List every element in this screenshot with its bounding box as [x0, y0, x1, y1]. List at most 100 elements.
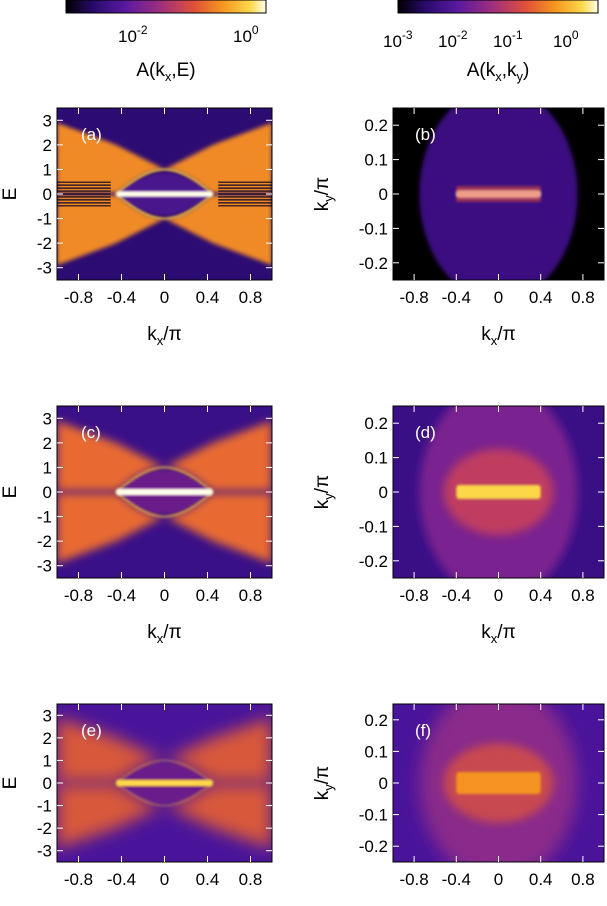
colorbar-left-label: A(kx,E)	[136, 60, 195, 84]
panel-a-xtick-label: 0.8	[239, 288, 263, 307]
panel-f-letter: (f)	[415, 721, 431, 740]
panel-b-ylabel-sub: y	[321, 195, 336, 202]
panel-f-ytick-label: -0.1	[359, 806, 388, 825]
panel-c-ytick-label: 1	[43, 458, 52, 477]
panel-c-xtick-label: 0	[160, 586, 169, 605]
panel-a: -0.8 -0.4 0 0.4 0.8 3 2 1 0 -1 -2 -3 (a) kx/π E	[0, 107, 273, 348]
panel-c-xtick-label: -0.8	[64, 586, 93, 605]
panel-c-xlabel-rest: /π	[163, 622, 181, 643]
panel-b-ytick-label: 0.1	[364, 151, 388, 170]
panel-c-lower-band	[57, 493, 272, 564]
panel-a-ytick-label: -1	[37, 210, 52, 229]
panel-e-ytick-label: 0	[43, 774, 52, 793]
colorbar-right-tick-3-mant: 10	[553, 32, 572, 51]
panel-d-ytick-label: 0.1	[364, 449, 388, 468]
colorbar-left-label-main: A(k	[136, 60, 165, 81]
panel-c-ylabel: E	[0, 486, 21, 499]
panel-f-xtick-label: 0	[494, 870, 503, 889]
panel-e-ytick-label: 1	[43, 751, 52, 770]
panel-f-xtick-label: 0.8	[571, 870, 595, 889]
colorbar-right-tick-2-exp: -1	[512, 28, 523, 42]
panel-d-xtick-label: 0.8	[571, 586, 595, 605]
panel-e-xtick-label: -0.4	[107, 870, 136, 889]
panel-e-upper-band	[57, 717, 272, 782]
colorbar-left-tick-0-mant: 10	[118, 27, 137, 46]
panel-f-ytick-label: 0	[379, 774, 388, 793]
panel-b-xlabel-rest: /π	[497, 324, 515, 345]
colorbar-left-tick-1-mant: 10	[233, 27, 252, 46]
panel-f-ytick-label: -0.2	[359, 837, 388, 856]
panel-d-xlabel: kx/π	[481, 622, 515, 646]
panel-d-ytick-label: -0.2	[359, 552, 388, 571]
panel-b-fermi-arc-halo	[456, 186, 541, 202]
colorbar-left-tick-0-exp: -2	[137, 23, 148, 37]
panel-d-fermi-arc	[456, 485, 541, 499]
colorbar-right-tick-1-exp: -2	[457, 28, 468, 42]
colorbar-right-tick-0-mant: 10	[383, 32, 402, 51]
panel-a-letter: (a)	[81, 125, 102, 144]
colorbar-right-label-sub2: y	[516, 69, 523, 84]
panel-c-flat-band	[116, 488, 213, 496]
panel-a-ytick-label: 0	[43, 185, 52, 204]
colorbar-right-label-end: )	[523, 60, 529, 81]
panel-f: -0.8 -0.4 0 0.4 0.8 0.2 0.1 0 -0.1 -0.2 (f) ky/π	[312, 703, 605, 889]
panel-a-band-edge-top	[115, 168, 214, 195]
panel-c-xlabel-sub: x	[157, 631, 164, 646]
panel-b-xlabel-k: k	[481, 324, 491, 345]
colorbar-right-label: A(kx,ky)	[467, 60, 530, 84]
panel-e-band-edge-bottom	[115, 782, 214, 807]
panel-f-ylabel: ky/π	[312, 766, 336, 800]
panel-e-xtick-label: 0	[160, 870, 169, 889]
panel-a-lower-band	[57, 195, 272, 266]
colorbar-right-tick-3: 100	[553, 28, 579, 51]
panel-a-xlabel: kx/π	[147, 324, 181, 348]
colorbar-left-gradient	[65, 0, 267, 14]
panel-b-xtick-label: -0.4	[442, 288, 471, 307]
panel-a-ytick-label: 2	[43, 136, 52, 155]
panel-b-ytick-label: 0	[379, 185, 388, 204]
panel-c-ytick-label: -2	[37, 532, 52, 551]
panel-e-band-edge-top	[115, 759, 214, 784]
panel-b-ylabel-k: k	[312, 201, 333, 211]
svg-text:10-2: 10-2	[118, 23, 148, 46]
panel-d-ytick-label: 0	[379, 483, 388, 502]
panel-c-ytick-label: 0	[43, 483, 52, 502]
panel-f-heatmap	[393, 704, 604, 862]
colorbar-right-tick-3-exp: 0	[572, 28, 579, 42]
colorbar-right-tick-2: 10-1	[493, 28, 523, 51]
panel-d-xtick-label: -0.8	[399, 586, 428, 605]
panel-c: -0.8 -0.4 0 0.4 0.8 3 2 1 0 -1 -2 -3 (c) kx/π E	[0, 405, 273, 646]
panel-c-xlabel-k: k	[147, 622, 157, 643]
panel-a-heatmap	[57, 108, 272, 280]
panel-c-ytick-label: -1	[37, 508, 52, 527]
panel-e-xtick-label: 0.4	[196, 870, 220, 889]
panel-b: -0.8 -0.4 0 0.4 0.80.20.10-0.1-0.2(b)kx/πky/…	[312, 107, 605, 348]
panel-e-ytick-label: 2	[43, 729, 52, 748]
colorbar-left-label-end: ,E)	[171, 60, 195, 81]
panel-c-xtick-label: 0.8	[239, 586, 263, 605]
panel-c-ytick-label: -3	[37, 557, 52, 576]
colorbar-left-tick-1-exp: 0	[252, 23, 259, 37]
panel-d-ylabel-rest: /π	[312, 475, 333, 493]
panel-e-xtick-label: 0.8	[239, 870, 263, 889]
panel-d-letter: (d)	[415, 423, 436, 442]
panel-d-ytick-label: 0.2	[364, 414, 388, 433]
colorbar-right: 10-3 10-2 10-1 100 A(kx,ky)	[383, 0, 599, 84]
panel-a-upper-band	[57, 122, 272, 193]
colorbar-right-label-sub: x	[495, 69, 502, 84]
panel-a-xtick-label: -0.4	[107, 288, 136, 307]
panel-b-letter: (b)	[415, 125, 436, 144]
panel-f-ylabel-k: k	[312, 790, 333, 800]
colorbar-right-tick-1-mant: 10	[438, 32, 457, 51]
panel-c-letter: (c)	[81, 423, 101, 442]
panel-d-ylabel-k: k	[312, 499, 333, 509]
panel-f-fermi-arc	[456, 772, 541, 794]
panel-e-heatmap	[57, 704, 272, 862]
panel-d-ylabel-sub: y	[321, 493, 336, 500]
colorbar-left-tick-1: 100	[233, 23, 259, 46]
panel-a-ylabel: E	[0, 188, 21, 201]
panel-a-ytick-label: 1	[43, 160, 52, 179]
panel-a-xlabel-rest: /π	[163, 324, 181, 345]
